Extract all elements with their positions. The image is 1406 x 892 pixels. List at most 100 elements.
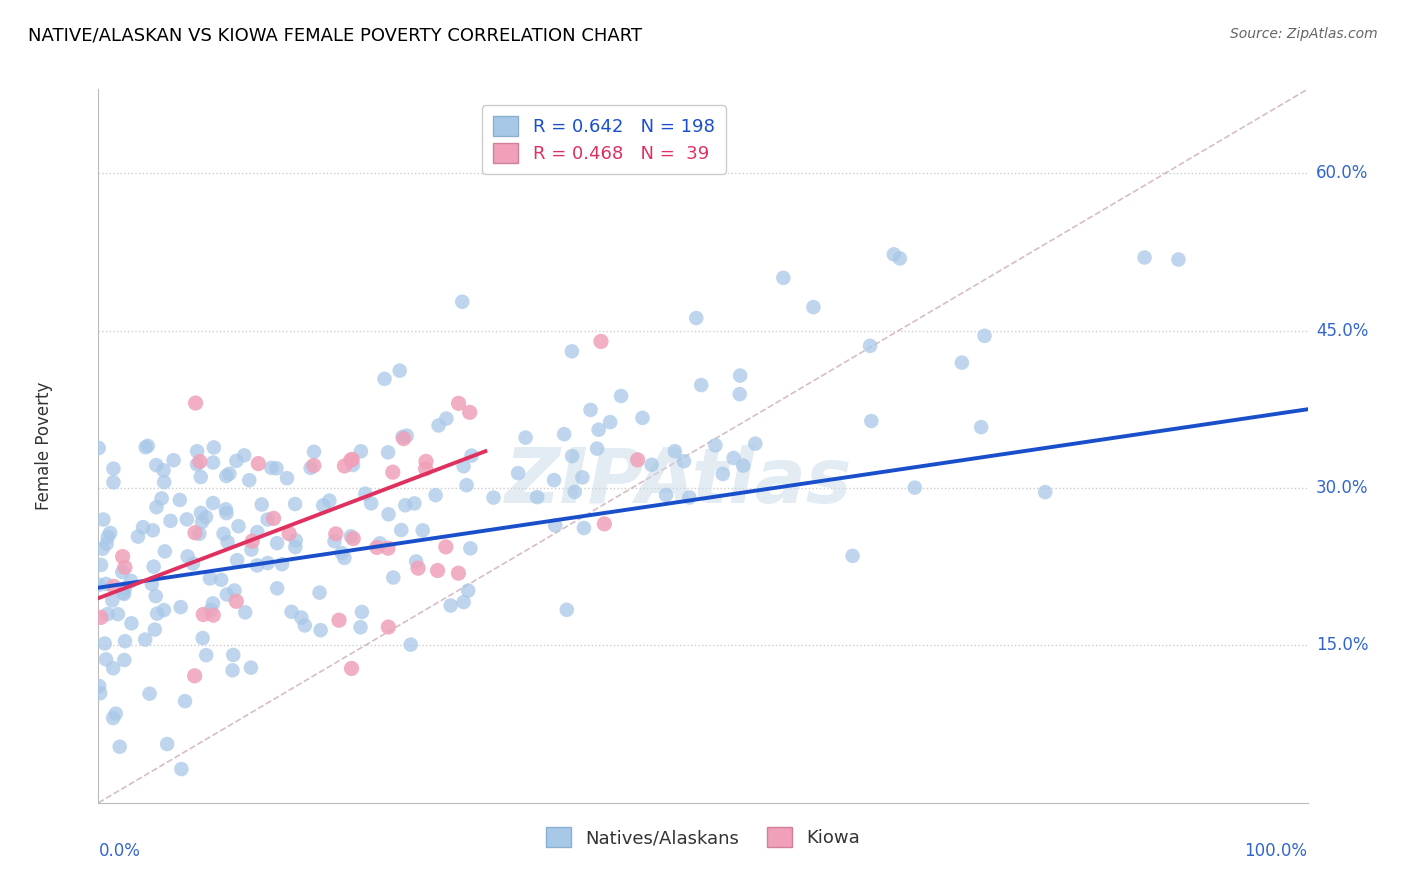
Point <box>350 605 373 619</box>
Point <box>111 565 134 579</box>
Text: 60.0%: 60.0% <box>1316 164 1368 182</box>
Point <box>451 294 474 309</box>
Text: 45.0%: 45.0% <box>1316 321 1368 340</box>
Point <box>685 311 707 326</box>
Point <box>145 500 167 515</box>
Point <box>108 739 131 754</box>
Point <box>202 456 225 470</box>
Point <box>360 496 382 510</box>
Point <box>404 496 426 510</box>
Point <box>711 467 734 481</box>
Point <box>284 497 307 511</box>
Point <box>704 438 727 452</box>
Point <box>176 512 198 526</box>
Point <box>318 493 340 508</box>
Point <box>87 441 110 455</box>
Point <box>427 418 450 433</box>
Point <box>340 661 363 675</box>
Point <box>342 532 364 546</box>
Point <box>215 587 238 601</box>
Point <box>294 618 316 632</box>
Point <box>145 589 167 603</box>
Point <box>246 558 269 573</box>
Point <box>202 608 225 623</box>
Point <box>342 458 364 472</box>
Point <box>256 556 278 570</box>
Point <box>340 453 363 467</box>
Point <box>544 518 567 533</box>
Point <box>394 498 416 512</box>
Point <box>238 473 260 487</box>
Text: Source: ZipAtlas.com: Source: ZipAtlas.com <box>1230 27 1378 41</box>
Point <box>388 364 411 378</box>
Point <box>201 496 224 510</box>
Point <box>193 607 215 622</box>
Point <box>453 595 475 609</box>
Point <box>460 449 482 463</box>
Point <box>342 452 364 467</box>
Point <box>391 430 413 444</box>
Point <box>447 396 470 410</box>
Point <box>103 579 125 593</box>
Point <box>184 396 207 410</box>
Point <box>224 583 246 598</box>
Point <box>664 444 686 458</box>
Text: NATIVE/ALASKAN VS KIOWA FEMALE POVERTY CORRELATION CHART: NATIVE/ALASKAN VS KIOWA FEMALE POVERTY C… <box>28 27 643 45</box>
Point <box>323 534 346 549</box>
Point <box>453 459 475 474</box>
Point <box>186 458 208 472</box>
Point <box>94 652 117 666</box>
Point <box>366 541 388 555</box>
Point <box>1033 485 1056 500</box>
Point <box>247 457 270 471</box>
Point <box>457 583 479 598</box>
Point <box>176 549 198 564</box>
Point <box>194 510 217 524</box>
Point <box>112 653 135 667</box>
Point <box>278 526 301 541</box>
Point <box>579 403 602 417</box>
Point <box>246 525 269 540</box>
Point <box>970 420 993 434</box>
Point <box>728 368 751 383</box>
Point <box>458 405 481 419</box>
Point <box>217 535 239 549</box>
Point <box>405 554 427 568</box>
Point <box>290 610 312 624</box>
Point <box>456 478 478 492</box>
Point <box>392 432 415 446</box>
Point <box>841 549 863 563</box>
Text: 0.0%: 0.0% <box>98 842 141 860</box>
Point <box>302 444 325 458</box>
Point <box>309 623 332 637</box>
Point <box>571 470 593 484</box>
Point <box>146 607 169 621</box>
Point <box>87 578 110 592</box>
Point <box>266 536 288 550</box>
Point <box>266 461 288 475</box>
Point <box>202 441 225 455</box>
Point <box>221 663 243 677</box>
Point <box>426 564 449 578</box>
Point <box>333 550 356 565</box>
Point <box>280 605 302 619</box>
Point <box>263 511 285 525</box>
Point <box>156 737 179 751</box>
Point <box>103 661 125 675</box>
Point <box>233 448 256 462</box>
Point <box>170 762 193 776</box>
Point <box>190 470 212 484</box>
Point <box>91 541 114 556</box>
Point <box>104 706 127 721</box>
Point <box>184 525 207 540</box>
Point <box>678 491 700 505</box>
Point <box>152 463 174 477</box>
Point <box>188 454 211 468</box>
Point <box>153 544 176 558</box>
Point <box>589 334 612 349</box>
Point <box>284 533 307 548</box>
Point <box>114 560 136 574</box>
Point <box>553 427 575 442</box>
Point <box>91 512 114 526</box>
Point <box>302 458 325 473</box>
